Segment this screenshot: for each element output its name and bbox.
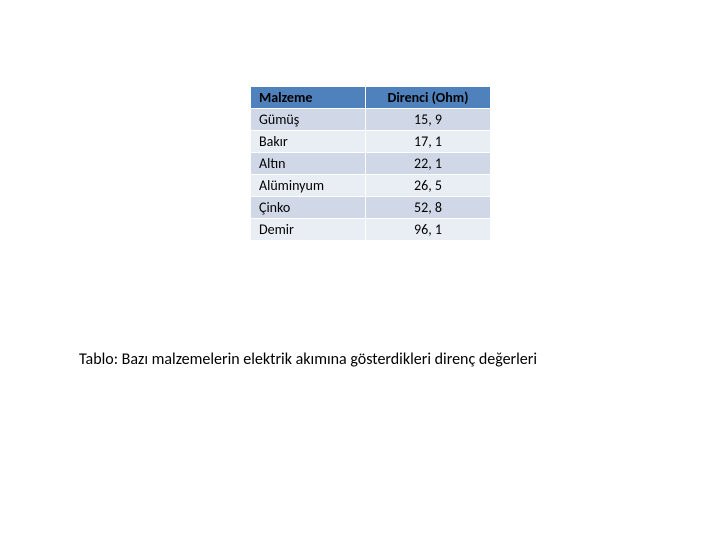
cell-resistance: 26, 5 [366, 175, 491, 197]
resistance-table-container: Malzeme Direnci (Ohm) Gümüş 15, 9 Bakır … [250, 86, 491, 241]
cell-material: Altın [251, 153, 366, 175]
table-row: Demir 96, 1 [251, 219, 491, 241]
table-caption: Tablo: Bazı malzemelerin elektrik akımın… [79, 350, 537, 369]
cell-material: Gümüş [251, 109, 366, 131]
header-material: Malzeme [251, 87, 366, 109]
cell-resistance: 96, 1 [366, 219, 491, 241]
cell-material: Bakır [251, 131, 366, 153]
table-header-row: Malzeme Direnci (Ohm) [251, 87, 491, 109]
table-row: Çinko 52, 8 [251, 197, 491, 219]
cell-resistance: 15, 9 [366, 109, 491, 131]
table-row: Alüminyum 26, 5 [251, 175, 491, 197]
cell-material: Demir [251, 219, 366, 241]
cell-material: Alüminyum [251, 175, 366, 197]
cell-resistance: 22, 1 [366, 153, 491, 175]
cell-material: Çinko [251, 197, 366, 219]
table-row: Bakır 17, 1 [251, 131, 491, 153]
header-resistance: Direnci (Ohm) [366, 87, 491, 109]
table-row: Altın 22, 1 [251, 153, 491, 175]
cell-resistance: 17, 1 [366, 131, 491, 153]
resistance-table: Malzeme Direnci (Ohm) Gümüş 15, 9 Bakır … [250, 86, 491, 241]
cell-resistance: 52, 8 [366, 197, 491, 219]
table-row: Gümüş 15, 9 [251, 109, 491, 131]
